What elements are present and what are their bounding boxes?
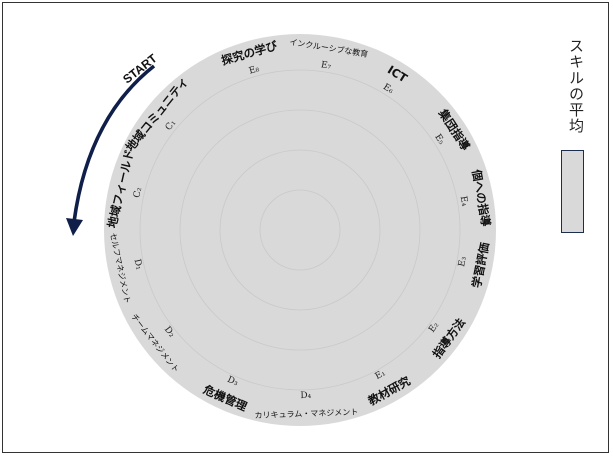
legend-label: スキルの平均 (567, 38, 585, 134)
segment-code: E₈ (248, 64, 261, 77)
segment-code: E₇ (320, 60, 332, 72)
segment-code: E₆ (381, 82, 395, 96)
segment-code: D₄ (300, 391, 312, 401)
radar-rings (139, 69, 461, 391)
radar-ring (139, 69, 461, 391)
segment-code: E₃ (457, 255, 469, 267)
segment-label: カリキュラム・マネジメント (254, 408, 358, 421)
start-label: START (120, 51, 160, 87)
start-arrow-head (66, 218, 83, 236)
legend-swatch (561, 150, 584, 233)
segment-code: C₂ (132, 186, 144, 199)
segment-code: D₃ (226, 375, 240, 389)
radar-ring (179, 109, 421, 351)
segment-code: D₁ (132, 258, 144, 271)
radar-ring (219, 149, 381, 311)
segment-code: E₄ (458, 195, 470, 207)
start-arrow (72, 64, 156, 223)
radar-circle (104, 34, 496, 426)
segment-code: E₁ (374, 368, 388, 382)
radar-ring (259, 189, 341, 271)
